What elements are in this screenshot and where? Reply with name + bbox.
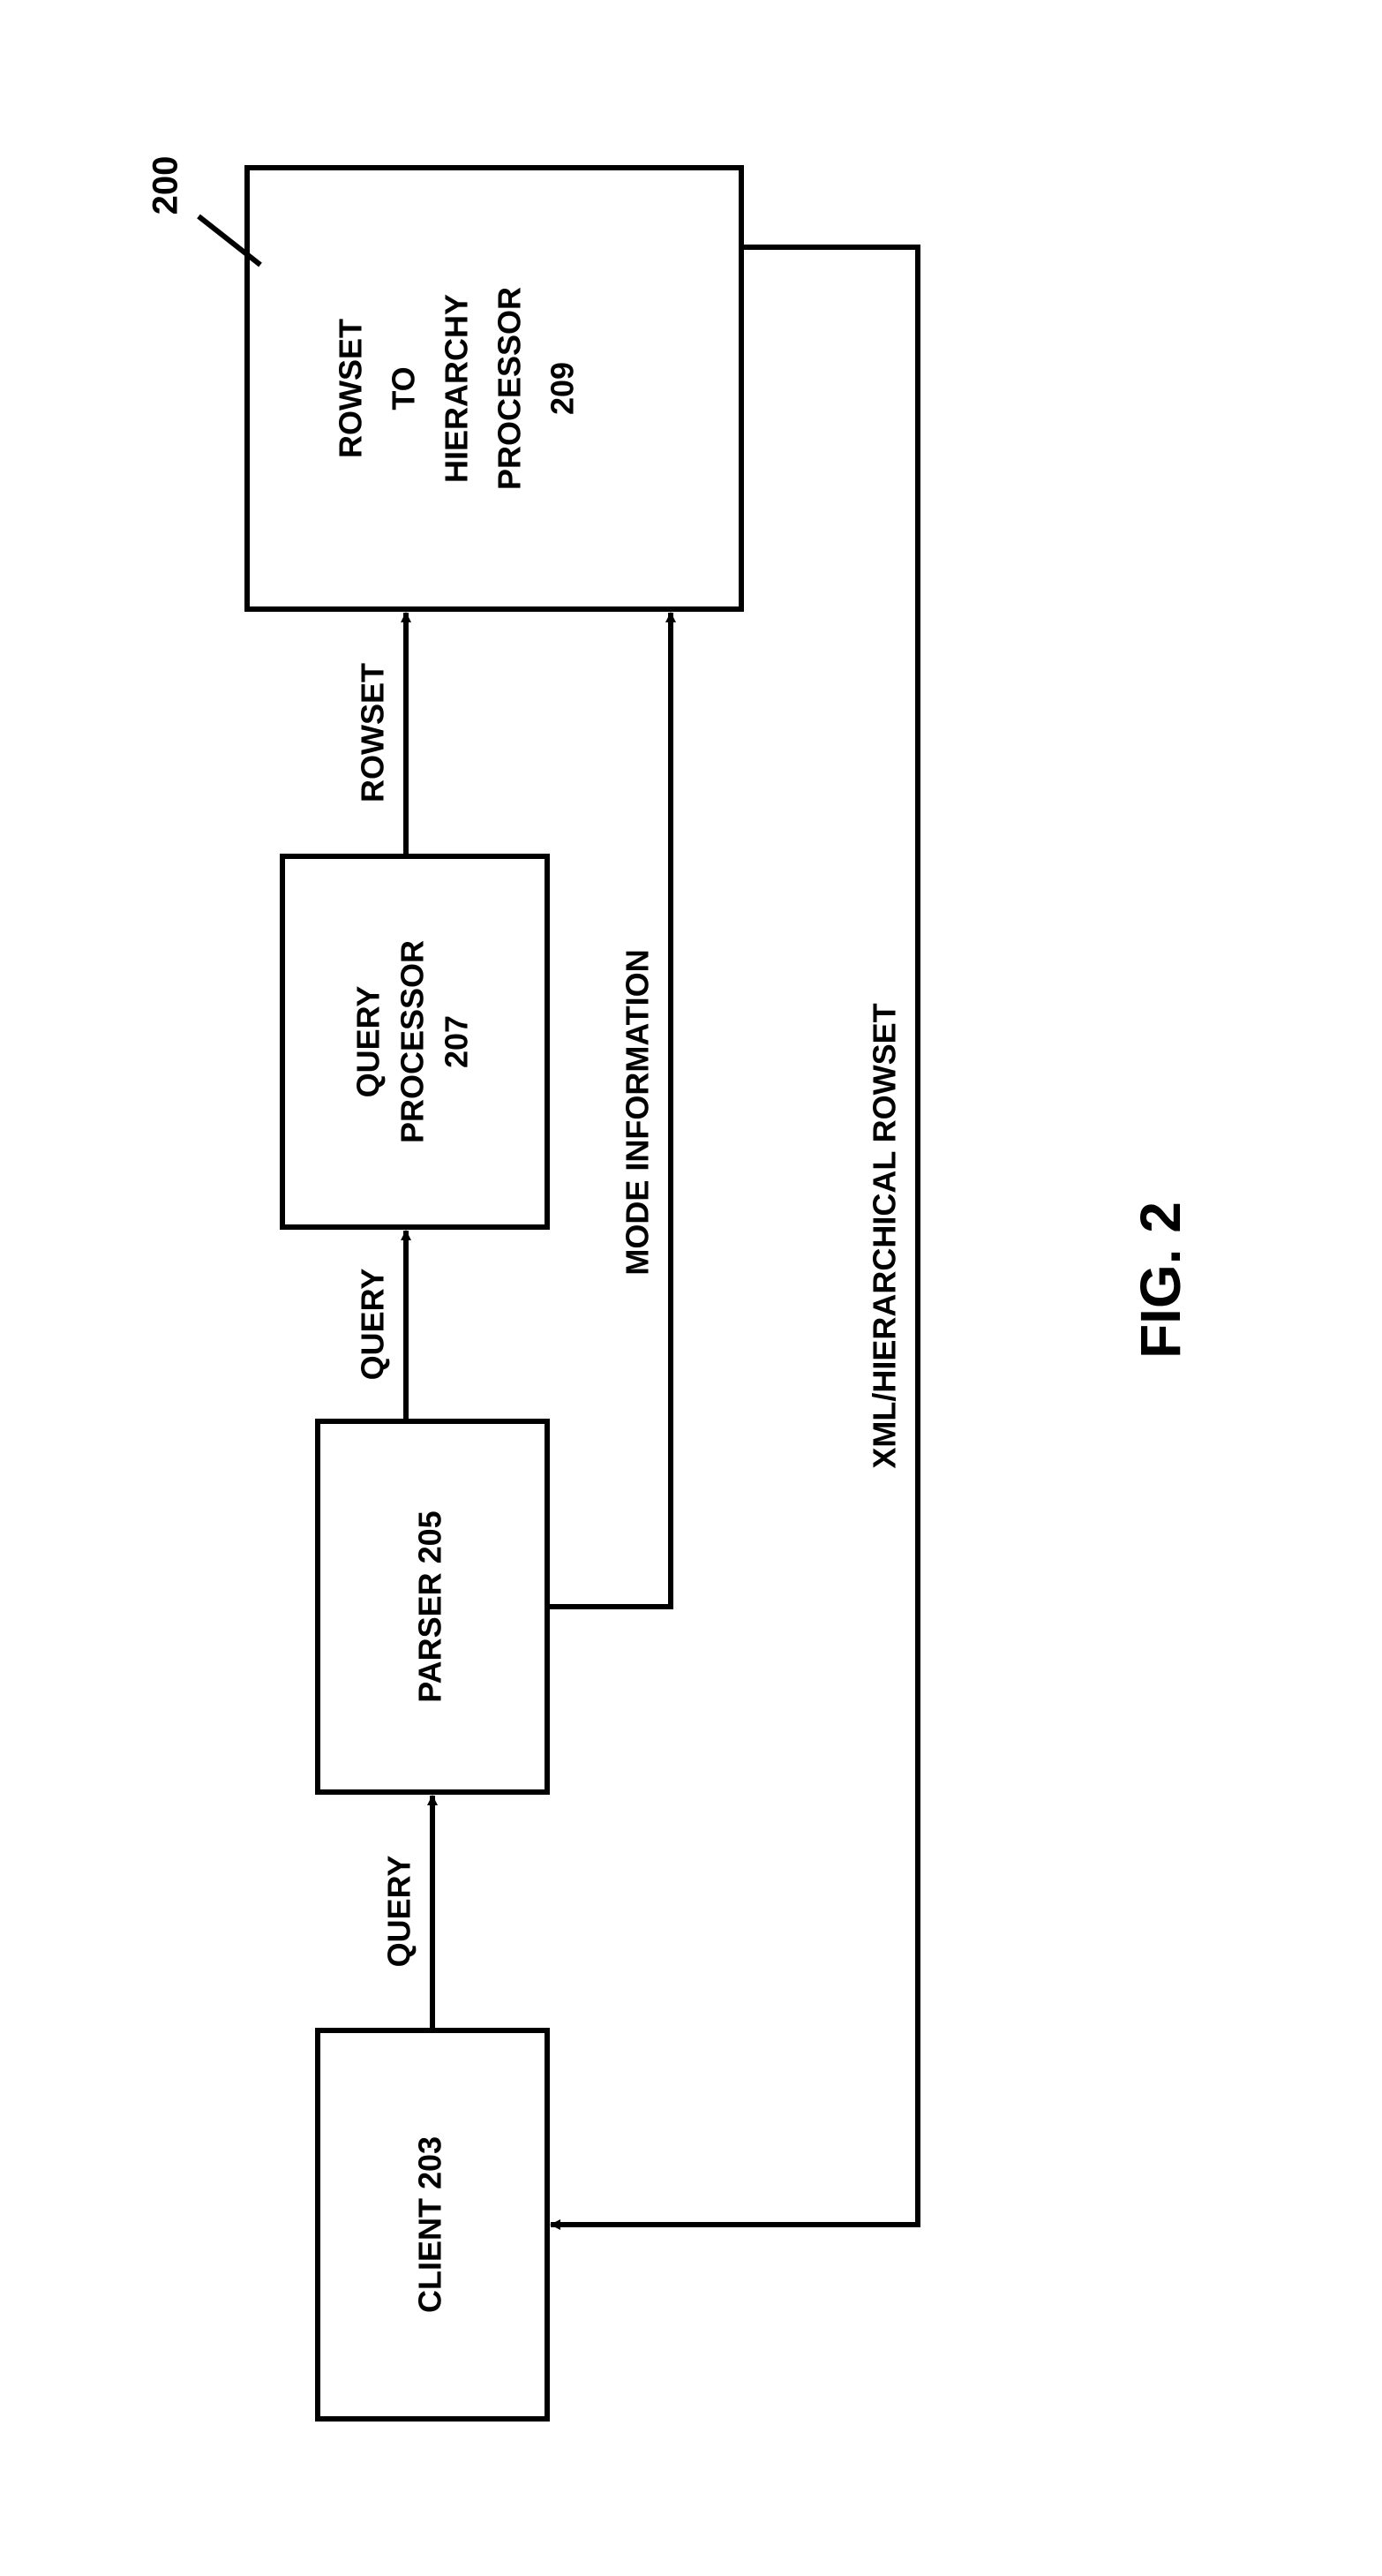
edge-parser-to-rp-label: MODE INFORMATION xyxy=(620,949,656,1275)
node-parser: PARSER 205 xyxy=(318,1421,547,1792)
edge-qp-to-rp-label: ROWSET xyxy=(355,663,391,802)
node-rowset-processor-label-1: ROWSET xyxy=(333,319,369,458)
node-rowset-processor-label-3: HIERARCHY xyxy=(439,294,475,483)
node-client-label: CLIENT 203 xyxy=(412,2136,448,2313)
node-parser-label: PARSER 205 xyxy=(412,1510,448,1702)
edge-client-to-parser: QUERY xyxy=(381,1796,432,2030)
diagram-number: 200 xyxy=(146,156,185,215)
edge-parser-to-qp-label: QUERY xyxy=(355,1269,391,1381)
edge-parser-to-rp: MODE INFORMATION xyxy=(547,613,671,1607)
node-query-processor-label-2: PROCESSOR xyxy=(394,940,431,1143)
diagram-canvas: 200 CLIENT 203 PARSER 205 QUERY PROCESSO… xyxy=(0,0,1382,2576)
node-rowset-processor-label-2: TO xyxy=(386,366,422,410)
edge-qp-to-rp: ROWSET xyxy=(355,613,406,856)
node-rowset-processor: ROWSET TO HIERARCHY PROCESSOR 209 xyxy=(247,168,741,609)
node-rowset-processor-label-4: PROCESSOR xyxy=(492,287,528,490)
edge-rp-to-client-label: XML/HIERARCHICAL ROWSET xyxy=(867,1003,903,1468)
node-query-processor-label-1: QUERY xyxy=(350,986,387,1098)
edge-rp-to-client: XML/HIERARCHICAL ROWSET xyxy=(551,247,918,2225)
diagram-number-tick xyxy=(199,216,260,265)
node-rowset-processor-label-5: 209 xyxy=(545,362,581,415)
edge-client-to-parser-label: QUERY xyxy=(381,1856,417,1968)
node-query-processor-label-3: 207 xyxy=(439,1015,475,1068)
node-query-processor: QUERY PROCESSOR 207 xyxy=(282,856,547,1227)
figure-label: FIG. 2 xyxy=(1129,1201,1192,1359)
node-client: CLIENT 203 xyxy=(318,2030,547,2419)
edge-parser-to-qp: QUERY xyxy=(355,1231,406,1421)
